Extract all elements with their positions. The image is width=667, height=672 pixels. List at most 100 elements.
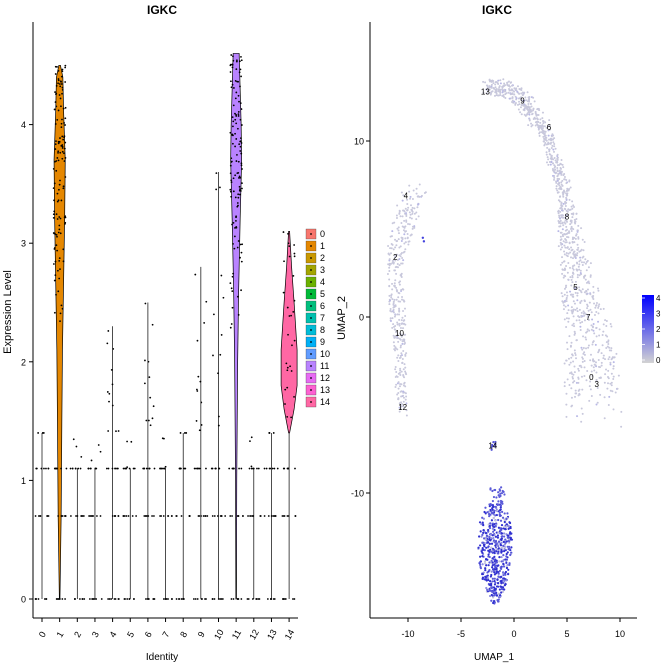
umap-cell <box>580 261 583 264</box>
umap-cell <box>586 369 589 372</box>
umap-cell <box>397 232 400 235</box>
cell-dot <box>55 84 58 87</box>
umap-cell <box>609 363 612 366</box>
umap-cell <box>495 594 499 597</box>
umap-cell <box>547 142 550 145</box>
umap-cell <box>580 311 583 314</box>
cell-dot <box>128 598 131 600</box>
umap-cell <box>397 381 400 384</box>
umap-cell <box>393 269 396 272</box>
umap-cell <box>563 381 566 384</box>
umap-cell <box>406 209 409 212</box>
umap-cell <box>397 229 400 232</box>
umap-cell <box>495 591 498 594</box>
cell-dot <box>142 467 145 470</box>
umap-cell <box>602 357 605 360</box>
umap-cell <box>416 195 419 198</box>
umap-cell <box>572 237 575 240</box>
umap-cell <box>508 89 511 92</box>
umap-cell <box>548 138 551 141</box>
cell-dot <box>55 169 58 172</box>
umap-cell <box>551 144 554 147</box>
umap-cell <box>570 372 573 375</box>
umap-cell <box>480 523 483 526</box>
umap-cell <box>501 586 505 589</box>
umap-cell <box>488 561 491 564</box>
umap-cell <box>561 272 564 275</box>
umap-cell <box>401 225 404 228</box>
umap-cell <box>576 294 579 297</box>
umap-cell <box>542 122 545 125</box>
umap-cell <box>402 259 405 262</box>
umap-cell <box>400 383 403 386</box>
umap-cell <box>565 392 568 395</box>
umap-cell <box>615 352 618 355</box>
umap-cell <box>500 523 504 527</box>
cell-dot <box>59 85 62 88</box>
umap-cell <box>588 329 591 332</box>
umap-cell <box>565 296 568 299</box>
cell-dot <box>252 467 255 470</box>
umap-cell <box>405 214 408 217</box>
umap-cell <box>571 276 574 279</box>
umap-cell <box>544 136 547 139</box>
umap-cell <box>393 315 396 318</box>
umap-cell <box>493 560 496 563</box>
umap-cell <box>566 294 569 297</box>
cell-dot <box>64 124 66 126</box>
umap-cell <box>492 558 495 561</box>
umap-cell <box>398 309 401 312</box>
cell-dot <box>160 515 163 517</box>
umap-cell <box>556 179 559 182</box>
umap-cell <box>569 345 572 348</box>
umap-cell <box>491 489 494 493</box>
umap-cell <box>400 322 403 325</box>
umap-cell <box>605 324 608 327</box>
umap-cell <box>393 348 396 351</box>
umap-cell <box>567 278 570 281</box>
violin-x-tick-label: 1 <box>54 630 65 639</box>
cell-dot <box>53 246 56 249</box>
umap-cell <box>496 536 500 539</box>
umap-cells <box>386 78 623 605</box>
cell-dot <box>64 66 67 69</box>
cell-dot <box>153 467 156 470</box>
umap-colorbar-tick-label: 3 <box>656 310 661 319</box>
violin-title: IGKC <box>147 3 177 17</box>
umap-cell <box>500 550 503 553</box>
umap-cell <box>607 369 610 372</box>
umap-cell <box>389 247 392 250</box>
umap-cell <box>558 187 561 190</box>
cell-dot <box>237 94 240 97</box>
umap-cell <box>577 236 580 239</box>
cell-dot <box>61 147 64 149</box>
cell-dot <box>256 467 258 470</box>
umap-cell <box>610 349 613 352</box>
umap-cell <box>505 559 508 562</box>
umap-cell <box>493 552 496 555</box>
umap-cluster-label: 2 <box>393 253 398 262</box>
legend-swatch-dot <box>310 305 312 307</box>
cell-dot <box>57 231 60 234</box>
cell-dot <box>219 515 222 517</box>
umap-cell <box>397 238 400 241</box>
cell-dot <box>61 68 64 71</box>
umap-cell <box>404 371 407 374</box>
umap-cell <box>574 332 577 335</box>
umap-cell <box>568 230 571 233</box>
legend-label: 5 <box>320 289 325 299</box>
cell-dot <box>241 515 244 517</box>
umap-cell <box>488 535 491 538</box>
umap-cell <box>601 344 604 347</box>
cell-dot <box>239 118 242 121</box>
umap-cell <box>570 371 573 374</box>
umap-cell <box>398 322 401 325</box>
umap-cell <box>553 137 556 140</box>
cell-dot <box>270 515 273 517</box>
umap-cell <box>400 335 403 338</box>
cell-dot <box>79 598 81 600</box>
cell-dot <box>43 598 46 600</box>
umap-cell <box>541 126 544 129</box>
